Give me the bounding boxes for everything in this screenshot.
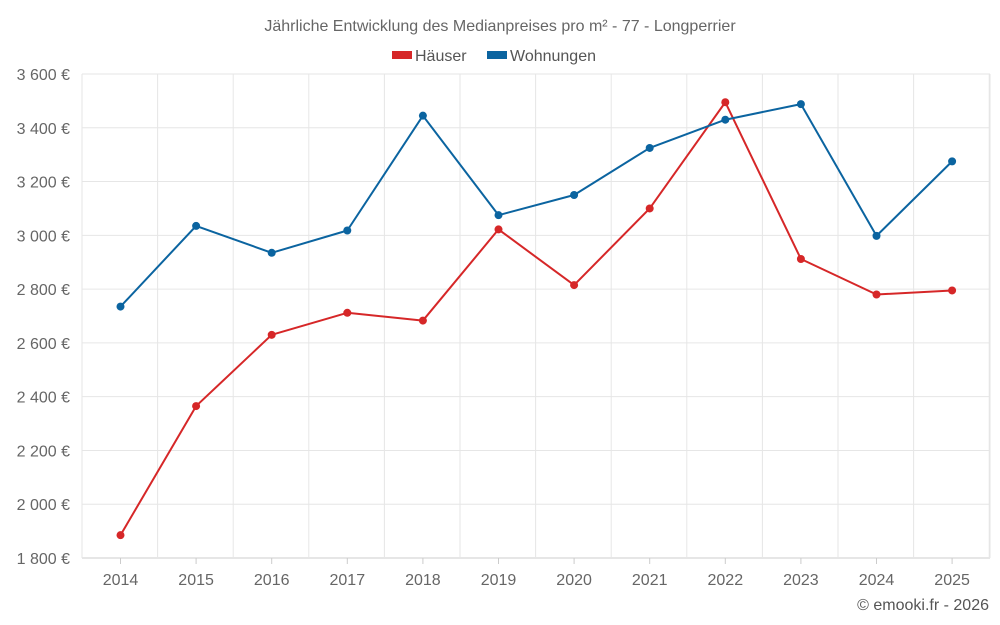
- x-tick-label: 2024: [859, 572, 895, 589]
- y-tick-label: 2 600 €: [17, 336, 70, 353]
- legend-swatch: [392, 51, 412, 59]
- data-point-haeuser[interactable]: [192, 402, 201, 411]
- data-point-wohnungen[interactable]: [721, 115, 730, 124]
- data-point-haeuser[interactable]: [872, 290, 881, 299]
- legend-label: Häuser: [415, 48, 467, 65]
- copyright-footer: © emooki.fr - 2026: [857, 597, 989, 614]
- y-tick-label: 1 800 €: [17, 551, 70, 568]
- data-point-wohnungen[interactable]: [192, 221, 201, 230]
- legend[interactable]: Häuser Wohnungen: [392, 48, 596, 65]
- y-tick-label: 2 400 €: [17, 390, 70, 407]
- data-point-wohnungen[interactable]: [343, 226, 352, 235]
- series-line-haeuser: [119, 101, 953, 536]
- data-point-haeuser[interactable]: [948, 286, 957, 295]
- data-point-wohnungen[interactable]: [418, 111, 427, 120]
- y-tick-label: 3 400 €: [17, 121, 70, 138]
- x-tick-label: 2021: [632, 572, 668, 589]
- data-point-haeuser[interactable]: [267, 330, 276, 339]
- data-point-wohnungen[interactable]: [267, 248, 276, 257]
- y-tick-label: 2 800 €: [17, 282, 70, 299]
- legend-label: Wohnungen: [510, 48, 596, 65]
- legend-item-wohnungen[interactable]: Wohnungen: [487, 48, 596, 65]
- y-tick-label: 3 000 €: [17, 228, 70, 245]
- data-point-wohnungen[interactable]: [116, 302, 125, 311]
- data-point-haeuser[interactable]: [796, 254, 805, 263]
- y-tick-label: 3 200 €: [17, 175, 70, 192]
- x-axis: 2014 2015 2016 2017 2018 2019 2020 2021 2022 2023…: [103, 558, 970, 589]
- data-point-wohnungen[interactable]: [645, 143, 654, 152]
- data-point-haeuser[interactable]: [570, 281, 579, 290]
- grid-lines: [81, 73, 991, 559]
- y-tick-label: 2 000 €: [17, 497, 70, 514]
- data-point-haeuser[interactable]: [645, 204, 654, 213]
- data-point-haeuser[interactable]: [116, 531, 125, 540]
- data-point-wohnungen[interactable]: [872, 231, 881, 240]
- series-wohnungen: [116, 100, 957, 311]
- x-tick-label: 2020: [556, 572, 592, 589]
- series-haeuser: [116, 98, 957, 540]
- data-point-haeuser[interactable]: [343, 308, 352, 317]
- y-tick-label: 3 600 €: [17, 67, 70, 84]
- data-point-haeuser[interactable]: [494, 225, 503, 234]
- x-tick-label: 2017: [330, 572, 366, 589]
- data-point-wohnungen[interactable]: [570, 191, 579, 199]
- data-point-wohnungen[interactable]: [494, 211, 503, 220]
- y-tick-label: 2 200 €: [17, 443, 70, 460]
- x-tick-label: 2023: [783, 572, 819, 589]
- x-tick-label: 2025: [934, 572, 970, 589]
- legend-swatch: [487, 51, 507, 59]
- x-tick-label: 2022: [708, 572, 744, 589]
- series-lines: [116, 98, 957, 540]
- y-axis: 1 800 € 2 000 € 2 200 € 2 400 € 2 600 € 2 800…: [17, 67, 70, 568]
- data-point-wohnungen[interactable]: [948, 157, 957, 166]
- x-tick-label: 2015: [178, 572, 214, 589]
- data-point-haeuser[interactable]: [418, 316, 427, 325]
- chart-title: Jährliche Entwicklung des Medianpreises …: [264, 18, 736, 35]
- x-tick-label: 2019: [481, 572, 517, 589]
- data-point-haeuser[interactable]: [721, 98, 730, 107]
- data-point-wohnungen[interactable]: [796, 100, 805, 109]
- series-line-wohnungen: [119, 103, 953, 308]
- x-tick-label: 2016: [254, 572, 290, 589]
- x-tick-label: 2018: [405, 572, 441, 589]
- legend-item-haeuser[interactable]: Häuser: [392, 48, 467, 65]
- x-tick-label: 2014: [103, 572, 139, 589]
